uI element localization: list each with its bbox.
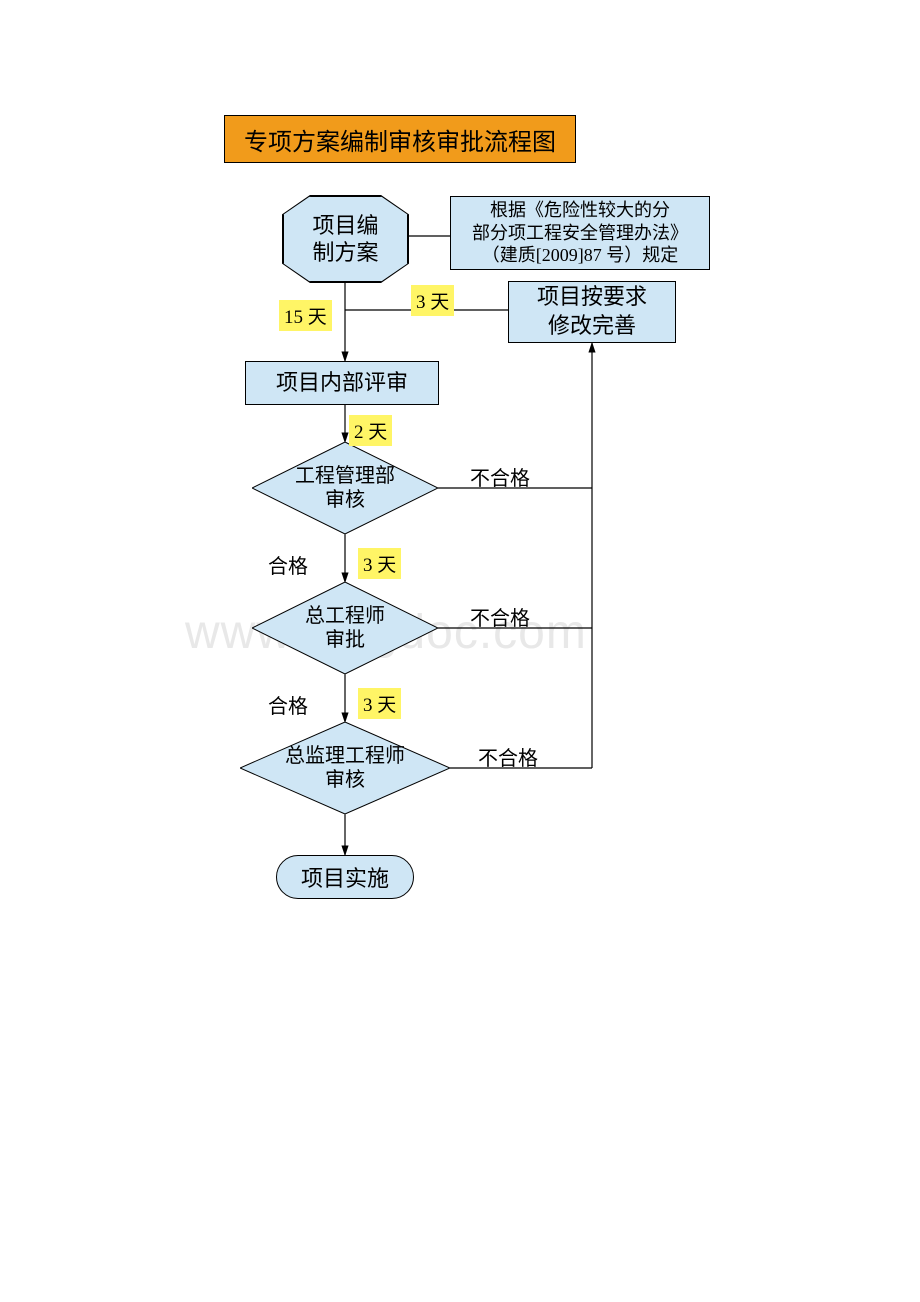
time-3d-c: 3 天 <box>358 688 401 719</box>
ref-line2: 部分项工程安全管理办法》 <box>472 223 688 243</box>
chief-eng-line2: 审批 <box>325 629 365 651</box>
flowchart-title: 专项方案编制审核审批流程图 <box>224 115 576 163</box>
label-pass-1: 合格 <box>268 550 308 579</box>
supervisor-node: 总监理工程师 审核 <box>240 722 450 814</box>
supervisor-line2: 审核 <box>325 769 365 791</box>
revise-node: 项目按要求 修改完善 <box>508 281 676 343</box>
time-3d-a: 3 天 <box>411 285 454 316</box>
label-fail-1: 不合格 <box>470 462 530 491</box>
eng-mgmt-node: 工程管理部 审核 <box>252 442 438 534</box>
internal-line1: 项目内部评审 <box>276 369 408 398</box>
implement-node: 项目实施 <box>276 855 414 899</box>
implement-line1: 项目实施 <box>301 861 389 893</box>
label-fail-3: 不合格 <box>478 742 538 771</box>
chief-eng-line1: 总工程师 <box>305 605 385 627</box>
start-line2: 制方案 <box>312 240 378 265</box>
ref-line1: 根据《危险性较大的分 <box>490 200 670 220</box>
start-node: 项目编 制方案 <box>283 196 408 282</box>
revise-line1: 项目按要求 <box>537 284 647 309</box>
label-pass-2: 合格 <box>268 690 308 719</box>
eng-mgmt-line2: 审核 <box>325 489 365 511</box>
time-2d: 2 天 <box>349 415 392 446</box>
ref-line3: （建质[2009]87 号）规定 <box>482 245 679 265</box>
flowchart-canvas: www.bingdoc.com 专项方案编制审核审批流程图 <box>0 0 920 1302</box>
internal-review-node: 项目内部评审 <box>245 361 439 405</box>
eng-mgmt-line1: 工程管理部 <box>295 465 395 487</box>
time-3d-b: 3 天 <box>358 548 401 579</box>
time-15d: 15 天 <box>279 300 332 331</box>
chief-eng-node: 总工程师 审批 <box>252 582 438 674</box>
reference-node: 根据《危险性较大的分 部分项工程安全管理办法》 （建质[2009]87 号）规定 <box>450 196 710 270</box>
label-fail-2: 不合格 <box>470 602 530 631</box>
revise-line2: 修改完善 <box>548 313 636 338</box>
start-line1: 项目编 <box>312 213 378 238</box>
supervisor-line1: 总监理工程师 <box>285 745 405 767</box>
